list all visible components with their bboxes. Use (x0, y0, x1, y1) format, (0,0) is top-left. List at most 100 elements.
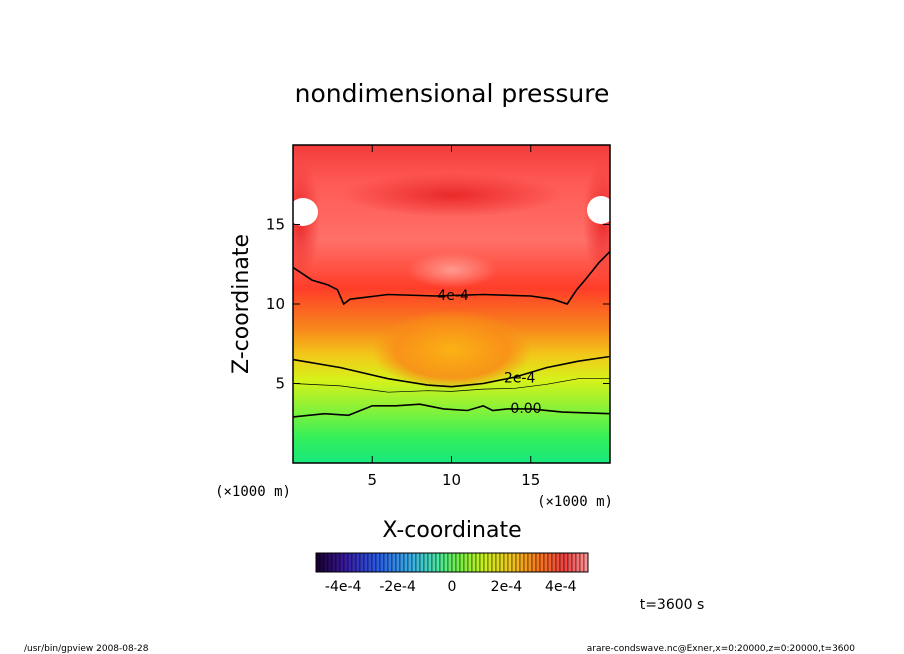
colorbar-cell (439, 552, 445, 573)
time-label: t=3600 s (640, 597, 705, 613)
colorbar-cell (567, 552, 573, 573)
heatmap-field (293, 145, 610, 463)
colorbar-cell (503, 552, 509, 573)
x-tick-label: 10 (442, 471, 461, 489)
colorbar-cell (419, 552, 425, 573)
contour-label: 2e-4 (504, 371, 536, 387)
chart-title: nondimensional pressure (295, 79, 610, 108)
y-axis-unit: (×1000 m) (215, 484, 291, 500)
colorbar-cell (471, 552, 477, 573)
colorbar-cell (435, 552, 441, 573)
footer-right: arare-condswave.nc@Exner,x=0:20000,z=0:2… (587, 644, 856, 654)
colorbar-cell (555, 552, 561, 573)
colorbar-cell (351, 552, 357, 573)
y-tick-label: 15 (266, 216, 285, 234)
colorbar-cell (315, 552, 321, 573)
colorbar-cell (399, 552, 405, 573)
colorbar-cell (559, 552, 565, 573)
colorbar-cell (391, 552, 397, 573)
colorbar-cell (467, 552, 473, 573)
colorbar-cell (335, 552, 341, 573)
colorbar-cell (443, 552, 449, 573)
colorbar-cell (331, 552, 337, 573)
contour-label: 0.00 (510, 401, 541, 417)
colorbar-cell (383, 552, 389, 573)
colorbar-cell (423, 552, 429, 573)
y-tick-label: 5 (275, 375, 285, 393)
colorbar-cell (543, 552, 549, 573)
footer-left: /usr/bin/gpview 2008-08-28 (24, 644, 149, 654)
y-axis-label: Z-coordinate (229, 234, 254, 374)
colorbar-cell (359, 552, 365, 573)
white-patch-right (587, 196, 610, 224)
colorbar-cell (447, 552, 453, 573)
contour-line (293, 250, 610, 306)
colorbar-cell (531, 552, 537, 573)
colorbar-cell (403, 552, 409, 573)
colorbar (315, 552, 589, 573)
colorbar-cell (431, 552, 437, 573)
colorbar-cell (323, 552, 329, 573)
colorbar-cell (487, 552, 493, 573)
colorbar-cell (367, 552, 373, 573)
colorbar-cell (339, 552, 345, 573)
colorbar-cell (535, 552, 541, 573)
colorbar-cell (583, 552, 589, 573)
colorbar-cell (479, 552, 485, 573)
colorbar-cell (463, 552, 469, 573)
colorbar-cell (515, 552, 521, 573)
colorbar-cell (499, 552, 505, 573)
colorbar-cell (523, 552, 529, 573)
colorbar-cell (575, 552, 581, 573)
colorbar-cell (395, 552, 401, 573)
colorbar-cell (407, 552, 413, 573)
contour-line (293, 403, 610, 418)
colorbar-cell (547, 552, 553, 573)
colorbar-cell (475, 552, 481, 573)
x-axis-unit: (×1000 m) (537, 494, 613, 510)
colorbar-cell (347, 552, 353, 573)
colorbar-cell (427, 552, 433, 573)
colorbar-cell (319, 552, 325, 573)
colorbar-cell (355, 552, 361, 573)
colorbar-cell (571, 552, 577, 573)
colorbar-cell (483, 552, 489, 573)
colorbar-frame (315, 552, 589, 573)
contour-line (293, 355, 610, 388)
colorbar-tick-label: 4e-4 (545, 579, 577, 595)
white-patch-left (293, 198, 318, 226)
colorbar-cell (387, 552, 393, 573)
colorbar-cell (327, 552, 333, 573)
colorbar-tick-label: 2e-4 (491, 579, 523, 595)
colorbar-cell (507, 552, 513, 573)
colorbar-cell (379, 552, 385, 573)
colorbar-tick-label: 0 (448, 579, 457, 595)
colorbar-cell (375, 552, 381, 573)
colorbar-cell (539, 552, 545, 573)
y-tick-label: 10 (266, 295, 285, 313)
colorbar-cell (527, 552, 533, 573)
colorbar-tick-label: -2e-4 (379, 579, 416, 595)
colorbar-cell (491, 552, 497, 573)
colorbar-cell (459, 552, 465, 573)
contour-line-minor (293, 378, 610, 393)
colorbar-cell (411, 552, 417, 573)
colorbar-cell (511, 552, 517, 573)
colorbar-cell (451, 552, 457, 573)
colorbar-cell (415, 552, 421, 573)
colorbar-cell (563, 552, 569, 573)
colorbar-cell (455, 552, 461, 573)
colorbar-cell (363, 552, 369, 573)
colorbar-cell (495, 552, 501, 573)
colorbar-tick-label: -4e-4 (325, 579, 362, 595)
x-tick-label: 5 (367, 471, 377, 489)
colorbar-cell (343, 552, 349, 573)
colorbar-cell (551, 552, 557, 573)
colorbar-cell (519, 552, 525, 573)
colorbar-cell (579, 552, 585, 573)
x-axis-label: X-coordinate (382, 518, 521, 543)
colorbar-cell (371, 552, 377, 573)
x-tick-label: 15 (521, 471, 540, 489)
